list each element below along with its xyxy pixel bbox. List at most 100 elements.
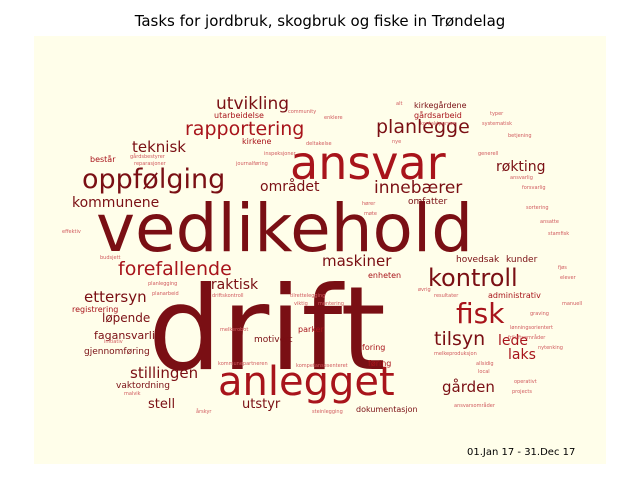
word-gardsarbeid: gårdsarbeid bbox=[414, 111, 462, 120]
word-manuell: manuell bbox=[562, 301, 583, 307]
word-tilsyn: tilsyn bbox=[434, 328, 486, 350]
word-praktisk: praktisk bbox=[202, 277, 259, 293]
word-rapportering: rapportering bbox=[185, 118, 305, 140]
word-drift: drift bbox=[148, 262, 386, 397]
word-ettersyn: ettersyn bbox=[84, 288, 147, 306]
word-melkeproduksjon: melkeproduksjon bbox=[434, 351, 477, 357]
word-fjos: fjøs bbox=[558, 265, 567, 271]
word-ovrig: øvrig bbox=[418, 287, 431, 293]
word-initiativ: initiativ bbox=[104, 339, 123, 345]
word-vaktordning: vaktordning bbox=[116, 381, 170, 391]
word-projects: projects bbox=[512, 389, 532, 395]
word-resultater: resultater bbox=[434, 293, 459, 299]
word-enheten: enheten bbox=[368, 271, 402, 280]
word-hovedsak: hovedsak bbox=[456, 255, 500, 265]
word-stell: stell bbox=[148, 397, 176, 412]
word-elever: elever bbox=[560, 275, 576, 281]
word-omfatter: omfatter bbox=[408, 197, 448, 207]
word-foring-2: foring bbox=[362, 343, 386, 352]
word-steinlegging: steinlegging bbox=[312, 409, 343, 415]
word-reparasjoner: reparasjoner bbox=[134, 161, 166, 167]
word-gardsbestyrer: gårdsbestyrer bbox=[130, 154, 165, 160]
word-alt: alt bbox=[396, 101, 403, 107]
word-anlegget: anlegget bbox=[218, 359, 395, 405]
word-tilrettelegging: tilrettelegging bbox=[290, 293, 326, 299]
word-kommunene: kommunene bbox=[72, 195, 160, 211]
word-omradet: området bbox=[260, 179, 320, 195]
word-forefallende: forefallende bbox=[118, 258, 232, 280]
word-stillingen: stillingen bbox=[130, 364, 199, 382]
word-kommunepartneren: kommunepartneren bbox=[218, 361, 268, 367]
word-arskyr: årskyr bbox=[196, 409, 212, 415]
word-laks: laks bbox=[508, 347, 536, 363]
word-planarbeid: planarbeid bbox=[152, 291, 179, 297]
word-stamfisk: stamfisk bbox=[548, 231, 570, 237]
word-kontroll: kontroll bbox=[428, 264, 518, 292]
word-mote: møte bbox=[364, 211, 377, 217]
word-rokting: røkting bbox=[496, 159, 546, 175]
word-lonningsorientert: lønningsorientert bbox=[510, 325, 553, 331]
word-lopende: løpende bbox=[102, 311, 151, 325]
word-driftskontroll: driftskontroll bbox=[212, 293, 244, 299]
word-kirkegardene: kirkegårdene bbox=[414, 101, 467, 110]
word-ansvarsomrader: ansvarsområder bbox=[454, 403, 495, 409]
word-planlegging: planlegging bbox=[148, 281, 178, 287]
word-systematisk: systematisk bbox=[482, 121, 512, 127]
word-deltakelse: deltakelse bbox=[306, 141, 332, 147]
word-innebaerer: innebærer bbox=[374, 178, 463, 198]
word-effektiv: effektiv bbox=[62, 229, 81, 235]
word-cloud-canvas bbox=[34, 36, 606, 464]
word-montering: montering bbox=[318, 301, 344, 307]
word-ansvar: ansvar bbox=[290, 136, 446, 190]
word-nytenking: nytenking bbox=[538, 345, 563, 351]
word-community: community bbox=[288, 109, 317, 115]
word-generell: generell bbox=[478, 151, 499, 157]
word-betjening: betjening bbox=[508, 133, 532, 139]
date-range-label: 01.Jan 17 - 31.Dec 17 bbox=[467, 447, 576, 458]
word-graving: graving bbox=[530, 311, 549, 317]
word-utarbeidelse: utarbeidelse bbox=[214, 111, 264, 120]
word-fisk: fisk bbox=[456, 297, 505, 330]
word-vedlikehold: vedlikehold bbox=[96, 190, 474, 267]
word-motivert: motivert bbox=[254, 335, 293, 345]
word-lede: lede bbox=[498, 333, 529, 349]
chart-title: Tasks for jordbruk, skogbruk og fiske in… bbox=[134, 12, 506, 30]
word-budsjett: budsjett bbox=[100, 255, 121, 261]
word-operativt: operativt bbox=[514, 379, 537, 385]
word-malvik: malvik bbox=[124, 391, 141, 397]
word-kunder: kunder bbox=[506, 255, 538, 265]
word-maskiner: maskiner bbox=[322, 252, 392, 270]
word-registrering: registrering bbox=[72, 305, 119, 314]
word-utstyr: utstyr bbox=[242, 397, 281, 412]
word-planlegge: planlegge bbox=[376, 116, 470, 138]
word-enklere: enklere bbox=[324, 115, 343, 121]
word-parker: parker bbox=[298, 325, 324, 334]
word-sortering: sortering bbox=[526, 205, 549, 211]
word-garden: gården bbox=[442, 378, 495, 396]
word-inspeksjoner: inspeksjoner bbox=[264, 151, 296, 157]
word-viktig: viktig bbox=[294, 301, 308, 307]
word-oppfolging: oppfølging bbox=[82, 164, 226, 195]
word-administrativ: administrativ bbox=[488, 291, 541, 300]
word-friluftsomrader: friluftsområder bbox=[508, 335, 546, 341]
word-fagansvarlig: fagansvarlig bbox=[94, 329, 162, 342]
word-forsvarlig: forsvarlig bbox=[522, 185, 546, 191]
word-kirkene: kirkene bbox=[242, 137, 272, 146]
word-ansvarlig: ansvarlig bbox=[510, 175, 533, 181]
word-kompetansesenteret: kompetansesenteret bbox=[296, 363, 348, 369]
word-gjennomforing: gjennomføring bbox=[84, 347, 150, 357]
word-dokumentasjon: dokumentasjon bbox=[356, 405, 418, 414]
word-teknisk: teknisk bbox=[132, 138, 186, 156]
word-allsidig: allsidig bbox=[476, 361, 494, 367]
word-ansatte: ansatte bbox=[540, 219, 559, 225]
word-local: local bbox=[478, 369, 490, 375]
word-journalforing: journalføring bbox=[236, 161, 268, 167]
word-horer: hører bbox=[362, 201, 376, 207]
word-typer: typer bbox=[490, 111, 504, 117]
word-nye: nye bbox=[392, 139, 402, 145]
word-kontaktperson: kontaktperson bbox=[420, 121, 456, 127]
word-bestar: består bbox=[90, 155, 116, 164]
word-foring-1: føring bbox=[368, 359, 392, 368]
word-utvikling: utvikling bbox=[216, 94, 290, 114]
word-melkerobot: melkerobot bbox=[220, 327, 249, 333]
